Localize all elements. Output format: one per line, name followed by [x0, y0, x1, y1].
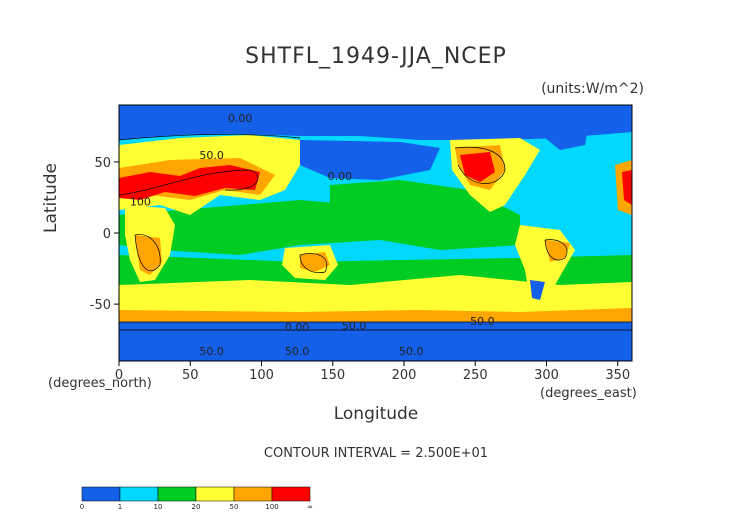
contour-label: 0.00 — [285, 321, 310, 334]
contour-label: 50.0 — [199, 149, 224, 162]
colorbar-swatch — [81, 486, 121, 502]
y-axis-units: (degrees_north) — [48, 376, 152, 391]
greenland-blue — [540, 118, 590, 150]
contour-label: 50.0 — [399, 345, 424, 358]
colorbar-swatch — [119, 486, 159, 502]
north-pacific-green — [330, 180, 490, 215]
contour-label: 0.00 — [328, 170, 353, 183]
contour-label: 100 — [130, 196, 151, 209]
y-ticks: 50 0 -50 — [90, 156, 119, 313]
colorbar-label: 100 — [265, 503, 278, 511]
arctic-blue — [119, 105, 632, 140]
contour-label: 0.00 — [228, 112, 253, 125]
x-tick-label: 100 — [249, 368, 274, 383]
colorbar: 0 1 10 20 50 100 ∞ — [80, 486, 313, 511]
contour-label: 50.0 — [470, 315, 495, 328]
chart-title: SHTFL_1949-JJA_NCEP — [245, 44, 507, 69]
colorbar-label: ∞ — [307, 503, 313, 511]
colorbar-label: 0 — [80, 503, 84, 511]
south-america-blue — [530, 280, 545, 300]
x-tick-label: 250 — [463, 368, 488, 383]
heatmap-field — [119, 105, 632, 361]
colorbar-swatch — [233, 486, 273, 502]
x-tick-label: 200 — [392, 368, 417, 383]
x-axis-label: Longitude — [333, 404, 419, 424]
africa-orange — [135, 235, 162, 275]
colorbar-label: 10 — [154, 503, 163, 511]
eurasia-red — [119, 165, 260, 200]
y-tick-label: -50 — [90, 298, 111, 313]
x-tick-label: 350 — [605, 368, 630, 383]
contour-interval: CONTOUR INTERVAL = 2.500E+01 — [263, 446, 489, 461]
europe-east-red — [622, 170, 632, 205]
contour-labels: 0.00 50.0 100 0.00 0.00 50.0 50.0 50.0 50.0 50.0 — [130, 112, 495, 358]
y-tick-label: 0 — [103, 227, 111, 242]
colorbar-swatch — [195, 486, 235, 502]
contour-label: 50.0 — [285, 345, 310, 358]
south-yellow-band — [119, 275, 632, 320]
contour-label: 50.0 — [199, 345, 224, 358]
x-ticks: 0 50 100 150 200 250 300 350 — [115, 361, 630, 383]
units-label: (units:W/m^2) — [541, 81, 644, 97]
south-orange-band — [119, 308, 632, 322]
antarctic-blue — [119, 322, 632, 361]
x-tick-label: 0 — [115, 368, 123, 383]
x-tick-label: 150 — [320, 368, 345, 383]
y-tick-label: 50 — [94, 156, 111, 171]
contour-label: 50.0 — [342, 319, 367, 332]
colorbar-swatch — [157, 486, 197, 502]
colorbar-label: 50 — [230, 503, 239, 511]
colorbar-swatch — [271, 486, 311, 502]
colorbar-label: 1 — [118, 503, 122, 511]
north-pacific-blue — [300, 140, 440, 180]
x-axis-units: (degrees_east) — [540, 386, 637, 401]
x-tick-label: 300 — [534, 368, 559, 383]
north-america-red — [460, 152, 495, 182]
colorbar-label: 20 — [192, 503, 201, 511]
x-tick-label: 50 — [182, 368, 199, 383]
